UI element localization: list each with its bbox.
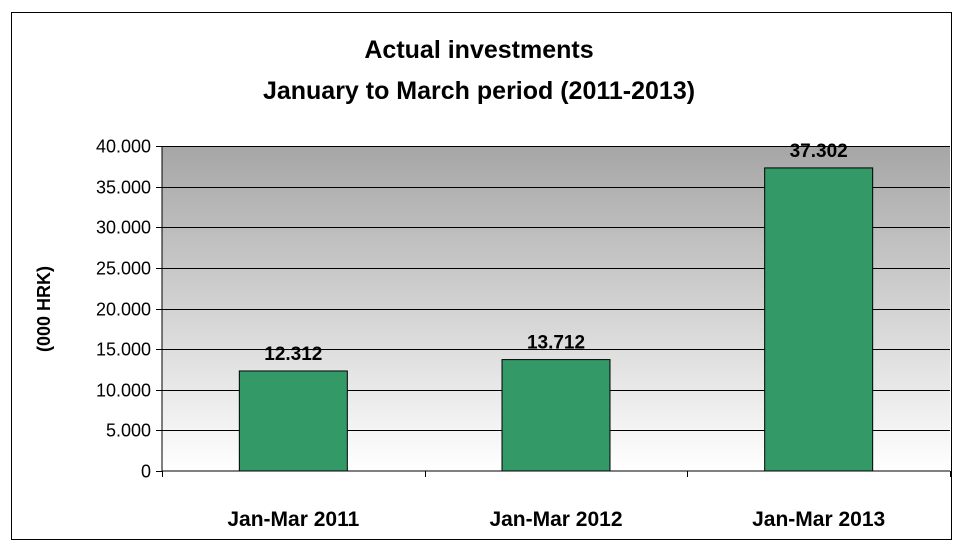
y-tick-label: 5.000 bbox=[106, 421, 151, 441]
y-tick-label: 30.000 bbox=[96, 218, 151, 238]
x-axis-tick-labels: Jan-Mar 2011 Jan-Mar 2012 Jan-Mar 2013 bbox=[227, 508, 885, 531]
bars bbox=[238, 167, 874, 472]
y-tick-label: 10.000 bbox=[96, 381, 151, 401]
y-tick-label: 25.000 bbox=[96, 259, 151, 279]
x-tick-label: Jan-Mar 2013 bbox=[752, 508, 885, 531]
bar bbox=[238, 370, 348, 472]
bar-data-label: 37.302 bbox=[790, 141, 848, 162]
y-tick-label: 0 bbox=[141, 462, 151, 482]
chart-title-line-2: January to March period (2011-2013) bbox=[263, 77, 695, 105]
y-tick-label: 35.000 bbox=[96, 178, 151, 198]
y-axis-ticks: 0 5.000 10.000 15.000 20.000 25.000 30.000 35.0… bbox=[96, 137, 162, 482]
x-tick-label: Jan-Mar 2011 bbox=[227, 508, 359, 531]
bar-data-label: 12.312 bbox=[264, 344, 322, 365]
y-tick-label: 15.000 bbox=[96, 340, 151, 360]
bar bbox=[501, 359, 611, 472]
y-axis-title: (000 HRK) bbox=[34, 266, 54, 352]
x-axis-ticks bbox=[162, 471, 951, 477]
x-tick-label: Jan-Mar 2012 bbox=[489, 508, 622, 531]
chart-title: Actual investments January to March peri… bbox=[263, 36, 695, 105]
data-labels: 12.312 13.712 37.302 bbox=[264, 141, 847, 365]
bar bbox=[764, 167, 874, 472]
chart-title-line-1: Actual investments bbox=[364, 36, 593, 64]
y-tick-label: 20.000 bbox=[96, 300, 151, 320]
y-tick-label: 40.000 bbox=[96, 137, 151, 157]
bar-data-label: 13.712 bbox=[527, 333, 585, 354]
